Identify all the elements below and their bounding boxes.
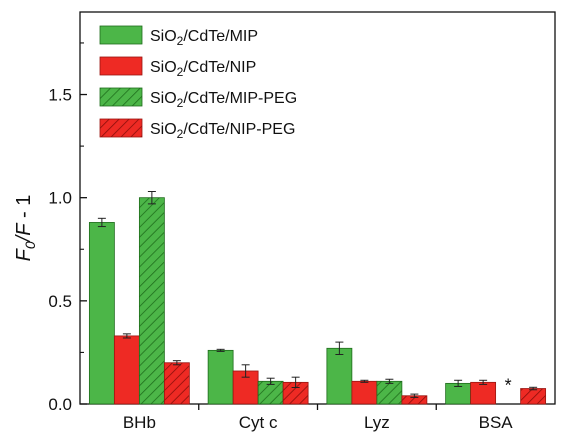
x-tick-label: BHb [123,413,156,432]
y-axis-title: F0/F - 1 [13,195,38,262]
y-tick-label: 0.0 [48,395,72,414]
legend-swatch [99,118,143,138]
legend-label: SiO2/CdTe/NIP [150,59,256,79]
legend-swatch [99,25,143,45]
legend-swatch [99,87,143,107]
bar [470,381,497,405]
x-tick-label: Cyt c [239,413,278,432]
x-tick-label: Lyz [364,413,390,432]
legend: SiO2/CdTe/MIP SiO2/CdTe/NIP SiO2/CdTe/MIP-… [99,25,297,141]
legend-label: SiO2/CdTe/NIP-PEG [150,121,295,141]
bar [163,362,190,405]
bar [351,380,378,405]
bar [113,335,140,405]
y-tick-label: 1.0 [48,189,72,208]
bar [520,388,547,405]
bar [326,347,353,405]
bar [376,380,403,405]
legend-label: SiO2/CdTe/MIP [150,28,258,48]
legend-label: SiO2/CdTe/MIP-PEG [150,90,297,110]
bar [138,197,165,405]
y-tick-label: 0.5 [48,292,72,311]
legend-swatch [99,56,143,76]
y-tick-label: 1.5 [48,86,72,105]
bar [207,349,234,405]
bsa-annotation: * [505,375,512,395]
x-axis: BHb Cyt c Lyz BSA [123,404,513,432]
y-axis: 0.0 0.5 1.0 1.5 [48,42,87,414]
x-tick-label: BSA [479,413,514,432]
bar [88,222,115,405]
bars-group [88,190,547,405]
